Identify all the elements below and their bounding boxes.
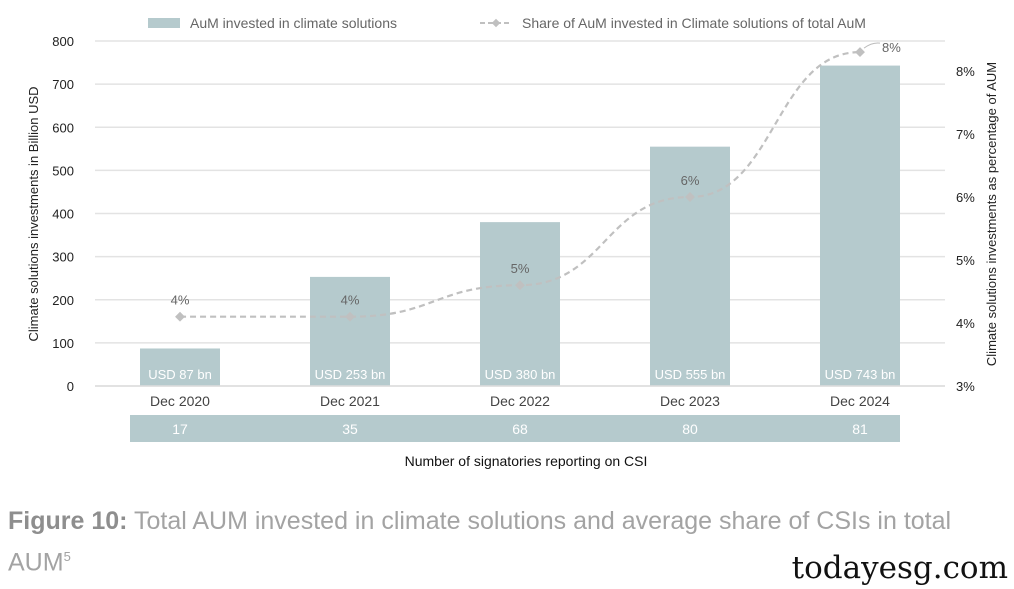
y-tick-label: 600 <box>52 120 74 135</box>
y-tick-label: 300 <box>52 250 74 265</box>
share-point <box>345 311 355 322</box>
signatory-count: 35 <box>342 421 358 437</box>
y2-tick-label: 7% <box>956 127 975 142</box>
share-data-label: 8% <box>882 40 901 55</box>
legend-line-marker <box>491 18 501 28</box>
bar-data-label: USD 380 bn <box>485 367 556 382</box>
bar <box>310 276 390 386</box>
x-tick-label: Dec 2023 <box>660 393 720 409</box>
y-tick-label: 0 <box>67 379 74 394</box>
y-axis-title: Climate solutions investments in Billion… <box>26 86 41 341</box>
legend-bar-swatch <box>148 18 180 28</box>
y2-tick-label: 4% <box>956 316 975 331</box>
signatories-band <box>130 415 900 442</box>
y2-tick-label: 5% <box>956 253 975 268</box>
x-axis-title: Number of signatories reporting on CSI <box>405 453 648 469</box>
signatory-count: 68 <box>512 421 528 437</box>
y2-tick-label: 8% <box>956 64 975 79</box>
y2-tick-label: 3% <box>956 379 975 394</box>
share-point <box>175 311 185 322</box>
bar <box>820 65 900 387</box>
share-point <box>855 47 865 58</box>
signatory-count: 17 <box>172 421 188 437</box>
x-tick-label: Dec 2024 <box>830 393 890 409</box>
bar-data-label: USD 555 bn <box>655 367 726 382</box>
share-data-label: 4% <box>341 293 360 308</box>
chart: 0 100 200 300 400 500 600 700 800 3% 4% 5% 6% 7% 8% Cli… <box>26 15 999 469</box>
bar <box>650 146 730 386</box>
caption-footnote: 5 <box>63 549 71 564</box>
legend-bar-label: AuM invested in climate solutions <box>190 15 397 31</box>
figure-caption: Figure 10: Total AUM invested in climate… <box>8 503 998 580</box>
signatory-count: 81 <box>852 421 868 437</box>
bar-data-label: USD 87 bn <box>148 367 212 382</box>
caption-text: Total AUM invested in climate solutions … <box>8 507 952 577</box>
y-tick-label: 500 <box>52 163 74 178</box>
y2-axis-title: Climate solutions investments as percent… <box>984 62 999 366</box>
x-tick-label: Dec 2021 <box>320 393 380 409</box>
share-line <box>180 51 861 318</box>
y2-tick-label: 6% <box>956 190 975 205</box>
y-tick-label: 800 <box>52 34 74 49</box>
x-tick-label: Dec 2020 <box>150 393 210 409</box>
y-tick-label: 700 <box>52 77 74 92</box>
watermark: todayesg.com <box>791 550 1008 586</box>
share-point <box>685 192 695 202</box>
label-leader <box>863 42 881 49</box>
share-data-label: 5% <box>511 261 530 276</box>
caption-label: Figure 10: <box>8 507 128 535</box>
bar <box>140 348 220 386</box>
bar-data-label: USD 253 bn <box>315 367 386 382</box>
bar <box>480 222 560 386</box>
share-data-label: 6% <box>681 173 700 188</box>
share-point <box>515 280 525 291</box>
y-tick-label: 400 <box>52 207 74 222</box>
bar-data-label: USD 743 bn <box>825 367 896 382</box>
y-tick-label: 100 <box>52 336 74 351</box>
signatory-count: 80 <box>682 421 698 437</box>
share-data-label: 4% <box>171 293 190 308</box>
x-tick-label: Dec 2022 <box>490 393 550 409</box>
legend-line-label: Share of AuM invested in Climate solutio… <box>522 15 866 31</box>
y-tick-label: 200 <box>52 293 74 308</box>
